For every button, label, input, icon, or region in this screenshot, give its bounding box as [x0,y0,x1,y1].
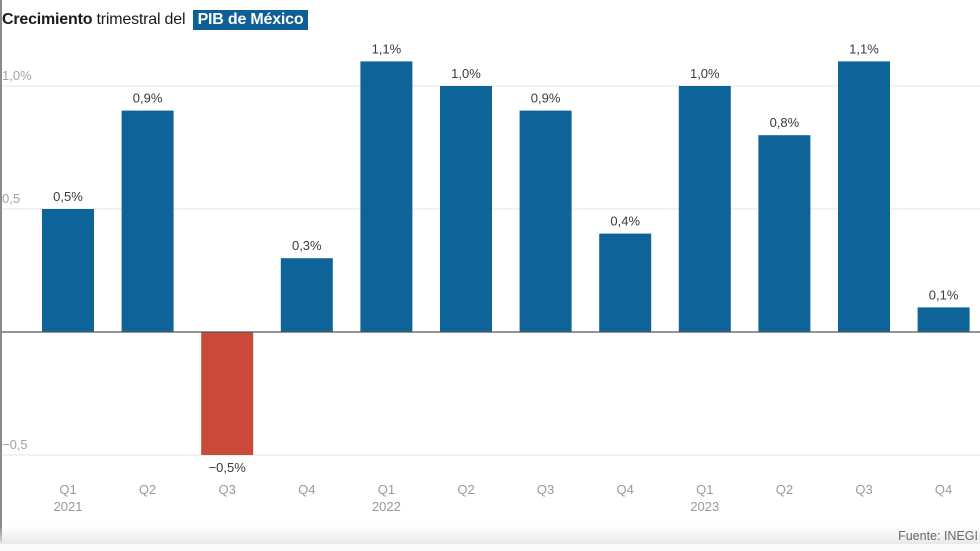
bar [917,307,970,332]
x-tick-quarter: Q1 [378,482,395,497]
title-highlight: PIB de México [192,10,309,30]
chart-title: Crecimiento trimestral del PIB de México [2,10,309,30]
bar [280,258,333,332]
x-tick-quarter: Q4 [935,482,952,497]
bar [360,61,413,333]
value-label: 0,3% [292,238,322,253]
x-tick-quarter: Q2 [776,482,793,497]
value-label: 0,9% [133,91,163,106]
value-label: 1,1% [849,41,879,56]
x-tick-quarter: Q1 [59,482,76,497]
x-tick-quarter: Q3 [537,482,554,497]
bar [519,110,572,332]
bar [440,86,492,332]
value-label: 1,0% [690,66,720,81]
bar [678,86,731,332]
x-tick-year: 2022 [372,499,401,514]
value-label: 0,1% [929,287,959,302]
value-label: 0,9% [531,91,561,106]
x-tick-quarter: Q1 [696,482,713,497]
value-label: 0,4% [610,214,640,229]
bottom-fade [0,526,980,544]
y-axis-ticks: 1,0% 0,5 −0,5 [2,68,32,452]
bar [838,61,890,333]
x-tick-quarter: Q2 [139,482,156,497]
title-normal: trimestral del [96,11,186,28]
bar [758,135,811,332]
y-tick-label: 1,0% [2,68,32,83]
value-label: 0,5% [53,189,83,204]
x-tick-quarter: Q4 [617,482,634,497]
y-tick-label: 0,5 [2,191,20,206]
bar [121,110,174,332]
left-axis-rule [0,0,2,542]
bottom-edge [0,544,980,551]
x-tick-quarter: Q3 [219,482,236,497]
x-axis-labels: Q1 2021 Q2 Q3 Q4 Q1 2022 Q2 Q3 Q4 Q1 2023 Q2 Q3 Q4 [54,482,953,514]
x-tick-year: 2021 [54,499,83,514]
x-tick-quarter: Q3 [855,482,872,497]
bar [201,332,254,455]
bar [42,209,94,332]
value-label: −0,5% [209,460,247,475]
source-note: Fuente: INEGI [898,529,978,543]
bars [42,61,970,455]
value-label: 0,8% [770,115,800,130]
y-tick-label: −0,5 [2,437,28,452]
x-tick-quarter: Q2 [457,482,474,497]
title-bold: Crecimiento [2,11,93,28]
value-labels: 0,5% 0,9% −0,5% 0,3% 1,1% 1,0% 0,9% 0,4% 1,0% 0,8… [53,41,959,475]
x-tick-year: 2023 [690,499,719,514]
bar [599,233,652,332]
value-label: 1,0% [451,66,481,81]
x-tick-quarter: Q4 [298,482,315,497]
value-label: 1,1% [372,41,402,56]
